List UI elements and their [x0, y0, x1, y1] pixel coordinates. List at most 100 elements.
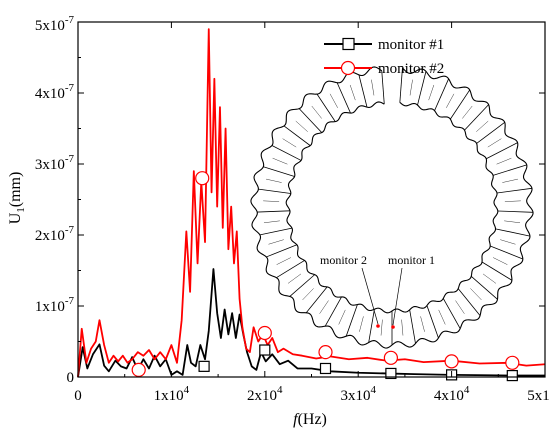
ring-segment-divider: [426, 305, 439, 339]
ring-segment-detail: [295, 120, 308, 132]
ring-segment-divider: [298, 108, 323, 133]
series-2-marker: [131, 362, 146, 377]
ring-segment-detail: [359, 316, 364, 332]
ring-segment-detail: [282, 138, 297, 148]
ring-segment-divider: [336, 82, 351, 114]
ring-segment-divider: [457, 288, 481, 316]
y-tick-label: 4x10-7: [35, 82, 75, 102]
ring-segment-divider: [283, 125, 311, 146]
x-tick-mantissa: 4x10: [434, 388, 464, 404]
y-tick-label: 5x10-7: [35, 14, 75, 34]
ring-segment-divider: [481, 261, 513, 281]
x-tick-exponent: 4: [464, 384, 470, 396]
ring-segment-detail: [438, 309, 446, 325]
ring-inner-edge: [285, 101, 499, 314]
ring-segment-detail: [371, 79, 375, 96]
inset-label-monitor-2: monitor 2: [320, 253, 367, 267]
ring-segment-divider: [324, 296, 342, 327]
ring-segment-divider: [486, 142, 518, 160]
ring-segment-divider: [492, 164, 527, 176]
ring-segment-divider: [476, 122, 505, 144]
ring-segment-detail: [504, 220, 521, 223]
ring-segment-divider: [497, 210, 534, 213]
ring-segment-detail: [496, 157, 512, 165]
x-axis-title: f(Hz): [293, 411, 327, 428]
ring-segment-detail: [462, 105, 473, 119]
ring-segment-detail: [487, 138, 502, 148]
ring-segment-divider: [276, 260, 305, 279]
ring-segment-detail: [476, 120, 489, 132]
ring-segment-detail: [272, 157, 288, 165]
monitor-2-leader: [361, 267, 379, 325]
x-tick-label: 3x104: [340, 384, 376, 404]
x-tick-exponent: 4: [184, 384, 190, 396]
legend: monitor #1 monitor #2: [324, 37, 444, 77]
x-tick-exponent: 4: [370, 384, 376, 396]
ring-segment-detail: [287, 273, 302, 284]
inset-label-monitor-1: monitor 1: [388, 253, 435, 267]
monitor-2-point: [376, 324, 380, 328]
ring-segment-divider: [257, 210, 290, 213]
series-2-marker: [257, 325, 272, 341]
ring-segment-detail: [446, 93, 455, 108]
ring-segment-detail: [263, 200, 280, 202]
ring-segment-divider: [259, 227, 293, 236]
x-tick-mantissa: 1x10: [154, 388, 184, 404]
x-axis-title-rest: (Hz): [298, 411, 327, 428]
series-1-marker: [506, 369, 518, 382]
y-axis-title-main: U: [7, 212, 24, 224]
y-tick-mantissa: 1x10: [35, 299, 65, 315]
ring-segment-detail: [266, 178, 282, 183]
y-axis-title: U1(mm): [7, 172, 27, 225]
series-2-marker: [318, 345, 333, 360]
ring-segment-detail: [455, 300, 465, 314]
y-tick-exponent: -7: [65, 224, 75, 236]
legend-label-monitor-1: monitor #1: [378, 37, 444, 53]
ring-segment-divider: [496, 187, 533, 194]
ring-segment-divider: [358, 74, 368, 108]
ring-segment-detail: [319, 300, 329, 314]
series-line-2: [77, 28, 546, 378]
x-tick-label: 1x104: [154, 384, 190, 404]
ring-segment-divider: [266, 244, 298, 258]
ring-segment-divider: [316, 93, 336, 122]
ring-segment-detail: [338, 309, 346, 325]
y-tick-mantissa: 0: [67, 370, 75, 386]
x-tick-label: 4x104: [434, 384, 470, 404]
ring-segment-divider: [464, 104, 489, 131]
ring-segment-detail: [268, 239, 284, 245]
x-tick-mantissa: 5x10: [527, 388, 550, 404]
ring-segment-divider: [345, 304, 358, 337]
ring-segment-divider: [258, 188, 291, 194]
ring-segment-divider: [470, 276, 498, 300]
legend-label-monitor-2: monitor #2: [378, 61, 444, 77]
series-1-marker: [319, 362, 332, 375]
ring-segment-detail: [428, 84, 435, 101]
x-tick-mantissa: 2x10: [247, 388, 277, 404]
y-axis-title-unit: (mm): [7, 172, 24, 208]
monitor-1-leader: [392, 267, 403, 326]
y-tick-mantissa: 2x10: [35, 228, 65, 244]
ring-inset-diagram: monitor 2 monitor 1: [250, 66, 534, 349]
y-axis-title-sub: 1: [15, 207, 27, 213]
x-tick-label: 2x104: [247, 384, 283, 404]
ring-outer-edge: [250, 66, 534, 349]
x-tick-exponent: 4: [277, 384, 283, 396]
x-tick-mantissa: 3x10: [340, 388, 370, 404]
ring-segment-divider: [450, 89, 471, 120]
ring-segment-detail: [504, 200, 521, 202]
x-tick-label: 5x104: [527, 384, 550, 404]
ring-segment-divider: [399, 67, 403, 103]
ring-segment-divider: [409, 309, 416, 344]
y-tick-label: 0: [67, 370, 75, 386]
ring-segment-detail: [263, 220, 280, 223]
x-axis-title-italic: f: [293, 411, 300, 428]
ring-segment-detail: [401, 319, 404, 336]
y-tick-mantissa: 4x10: [35, 86, 65, 102]
series-2-marker: [383, 350, 398, 365]
ring-segment-detail: [482, 273, 497, 284]
ring-segment-divider: [434, 78, 449, 111]
ring-segment-detail: [380, 319, 383, 336]
series-2-marker: [505, 355, 520, 370]
